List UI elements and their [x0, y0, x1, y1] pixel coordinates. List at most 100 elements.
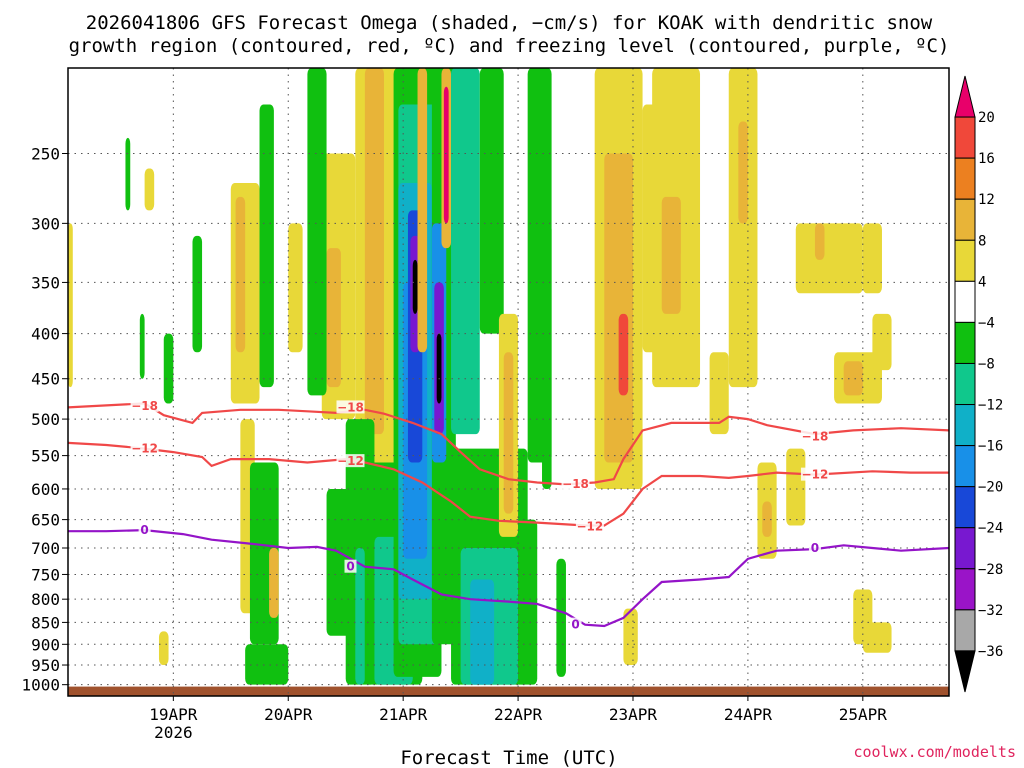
omega-cell: [872, 313, 892, 371]
contour-dgz-minus18: [67, 402, 950, 486]
grid-lines: [68, 68, 949, 696]
omega-cell: [417, 68, 428, 353]
colorbar-label: −36: [978, 644, 1003, 660]
omega-cell: [862, 223, 882, 294]
omega-cell: [364, 68, 385, 435]
colorbar-label: −20: [978, 480, 1003, 496]
omega-cell: [470, 579, 495, 685]
omega-cell: [451, 68, 480, 435]
colorbar-label: 20: [978, 110, 995, 126]
omega-cell: [738, 121, 748, 224]
x-tick-label: 24APR: [724, 705, 773, 724]
colorbar-swatch: [954, 486, 976, 529]
x-axis-label: Forecast Time (UTC): [400, 747, 617, 768]
contour-label-bg: [808, 541, 821, 555]
omega-cell: [355, 548, 365, 685]
contour-labels: −18 −12 0 −18 −12 0 −18 −12 0 −18 −12 0: [130, 398, 829, 632]
omega-cell: [661, 196, 681, 314]
omega-cell: [163, 333, 174, 404]
omega-cell: [728, 68, 758, 388]
contour-label: 0: [140, 523, 148, 537]
y-tick-label: 350: [31, 273, 60, 292]
y-axis-ticks: 250 300 350 400 450 500 550 600 650 700 750 800 850 9…: [21, 144, 68, 695]
colorbar-label: −8: [978, 356, 995, 372]
colorbar-swatch: [954, 404, 976, 447]
y-tick-label: 450: [31, 370, 60, 389]
contour-lines: [67, 402, 950, 628]
y-tick-label: 250: [31, 144, 60, 163]
contour-label-bg: [336, 454, 365, 468]
colorbar-label: −32: [978, 603, 1003, 619]
colorbar-label: −4: [978, 315, 995, 331]
chart-title: 2026041806 GFS Forecast Omega (shaded, −…: [69, 12, 950, 57]
omega-cell: [556, 558, 566, 677]
omega-cell: [235, 196, 246, 353]
contour-label: −18: [131, 399, 158, 413]
omega-cell: [843, 361, 863, 396]
y-tick-label: 800: [31, 590, 60, 609]
contour-label-bg: [138, 523, 151, 537]
x-tick-label: 21APR: [379, 705, 428, 724]
contour-label: −12: [131, 442, 158, 456]
contour-label: −12: [577, 520, 604, 534]
colorbar-label: −12: [978, 398, 1003, 414]
colorbar-swatch: [954, 198, 976, 241]
colorbar-label: 16: [978, 151, 995, 167]
y-tick-label: 700: [31, 539, 60, 558]
omega-cell: [192, 235, 203, 353]
colorbar-swatch: [954, 568, 976, 611]
colorbar-bottom-arrow: [954, 650, 976, 693]
omega-cell: [795, 223, 863, 294]
colorbar-label: 4: [978, 274, 986, 290]
omega-cell: [412, 259, 418, 314]
colorbar-swatch: [954, 321, 976, 364]
omega-cell: [786, 448, 806, 526]
contour-dgz-minus12: [67, 441, 949, 527]
omega-cell: [443, 86, 449, 224]
contour-label-bg: [575, 519, 604, 533]
contour-label-bg: [569, 617, 582, 631]
omega-cell: [762, 501, 772, 537]
contour-label-bg: [336, 400, 365, 414]
ground-fill: [68, 686, 949, 696]
plot-frame: [67, 67, 950, 697]
omega-cell: [814, 223, 825, 260]
omega-cell: [158, 631, 169, 666]
omega-cell: [288, 223, 303, 353]
x-tick-label: 22APR: [494, 705, 543, 724]
colorbar-label: 8: [978, 233, 986, 249]
colorbar-label: −28: [978, 562, 1003, 578]
y-tick-label: 400: [31, 325, 60, 344]
credit-link[interactable]: coolwx.com/modelts: [853, 743, 1016, 761]
title-line-2: growth region (contoured, red, ºC) and f…: [69, 35, 950, 57]
omega-cell: [144, 168, 155, 211]
y-tick-label: 1000: [21, 676, 60, 695]
contour-label-bg: [130, 398, 159, 412]
x-tick-label: 25APR: [839, 705, 888, 724]
y-tick-label: 600: [31, 480, 60, 499]
y-tick-label: 650: [31, 511, 60, 530]
contour-label-bg: [800, 467, 829, 481]
colorbar-swatch: [954, 362, 976, 406]
x-tick-label: 20APR: [264, 705, 313, 724]
colorbar-swatch: [954, 527, 976, 570]
omega-cell: [618, 313, 629, 396]
omega-cell: [709, 352, 729, 435]
omega-cell: [269, 548, 279, 618]
omega-cell: [604, 153, 633, 463]
contour-label: −18: [802, 429, 829, 443]
colorbar-swatch: [954, 157, 976, 200]
omega-cell: [125, 137, 131, 211]
ground-band: [68, 686, 949, 696]
colorbar-label: −16: [978, 439, 1003, 455]
title-line-1: 2026041806 GFS Forecast Omega (shaded, −…: [86, 12, 933, 34]
omega-cell: [479, 68, 504, 334]
contour-label-bg: [344, 559, 357, 573]
omega-cell: [326, 248, 341, 388]
contour-label-bg: [561, 476, 590, 490]
colorbar-label: 12: [978, 192, 995, 208]
plot-border: [67, 67, 950, 697]
contour-freezing-0c: [68, 528, 950, 628]
contour-label: 0: [811, 541, 819, 555]
